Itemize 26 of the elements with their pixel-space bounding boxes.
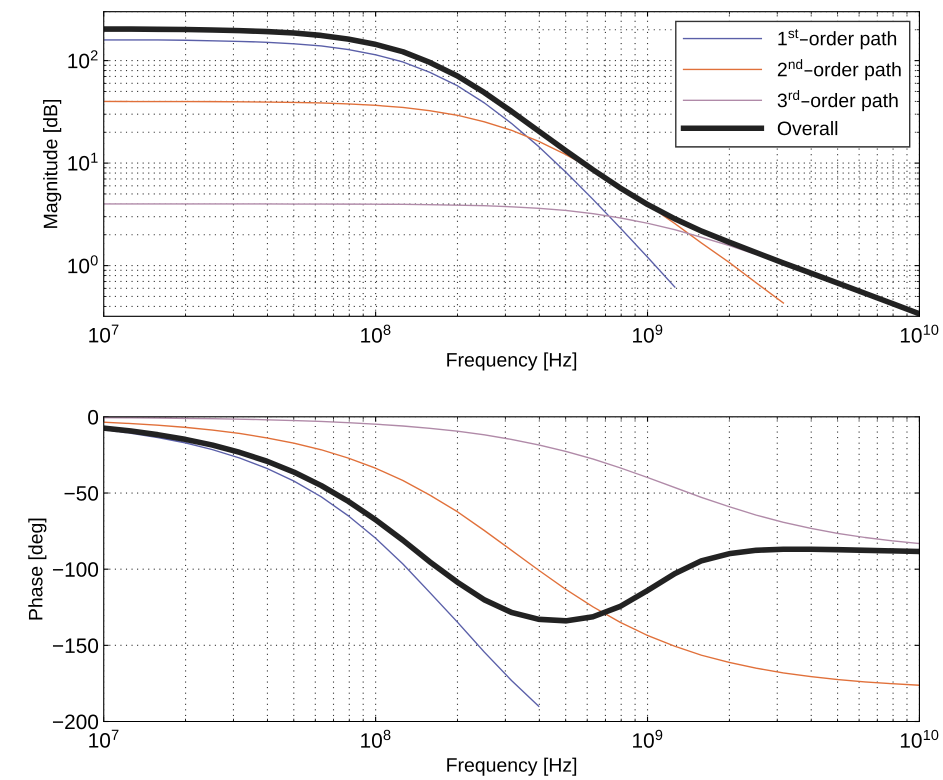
legend-label: 1$^{st}$–order path — [778, 29, 896, 50]
y-tick-label: −50 — [64, 486, 98, 501]
legend-label: 3$^{rd}$–order path — [778, 90, 898, 112]
y-tick-label: −200 — [52, 714, 98, 730]
line-series — [104, 422, 920, 686]
line-series — [104, 39, 676, 288]
x-tick-label: 10$^{7}$ — [89, 730, 118, 748]
x-tick-label: 10$^{10}$ — [900, 730, 938, 748]
y-tick-label: 10$^{0}$ — [68, 255, 98, 274]
y-tick-label: 10$^{2}$ — [68, 50, 98, 68]
x-tick-label: 10$^{10}$ — [900, 324, 938, 343]
y-axis-title: Magnitude [dB] — [43, 100, 62, 228]
x-tick-label: 10$^{9}$ — [633, 730, 662, 748]
legend-label: Overall — [778, 120, 838, 136]
x-tick-label: 10$^{9}$ — [633, 324, 662, 343]
y-tick-label: 0 — [88, 410, 98, 425]
x-tick-label: 10$^{8}$ — [361, 730, 390, 748]
x-axis-title: Frequency [Hz] — [447, 352, 576, 371]
y-axis-title: Phase [deg] — [28, 518, 46, 620]
x-tick-label: 10$^{8}$ — [361, 324, 390, 343]
x-tick-label: 10$^{7}$ — [89, 324, 118, 343]
y-tick-label: 10$^{1}$ — [68, 152, 98, 171]
legend-label: 2$^{nd}$–order path — [778, 59, 901, 80]
y-tick-label: −100 — [52, 562, 98, 577]
x-axis-title: Frequency [Hz] — [447, 758, 576, 776]
y-tick-label: −150 — [52, 638, 98, 654]
